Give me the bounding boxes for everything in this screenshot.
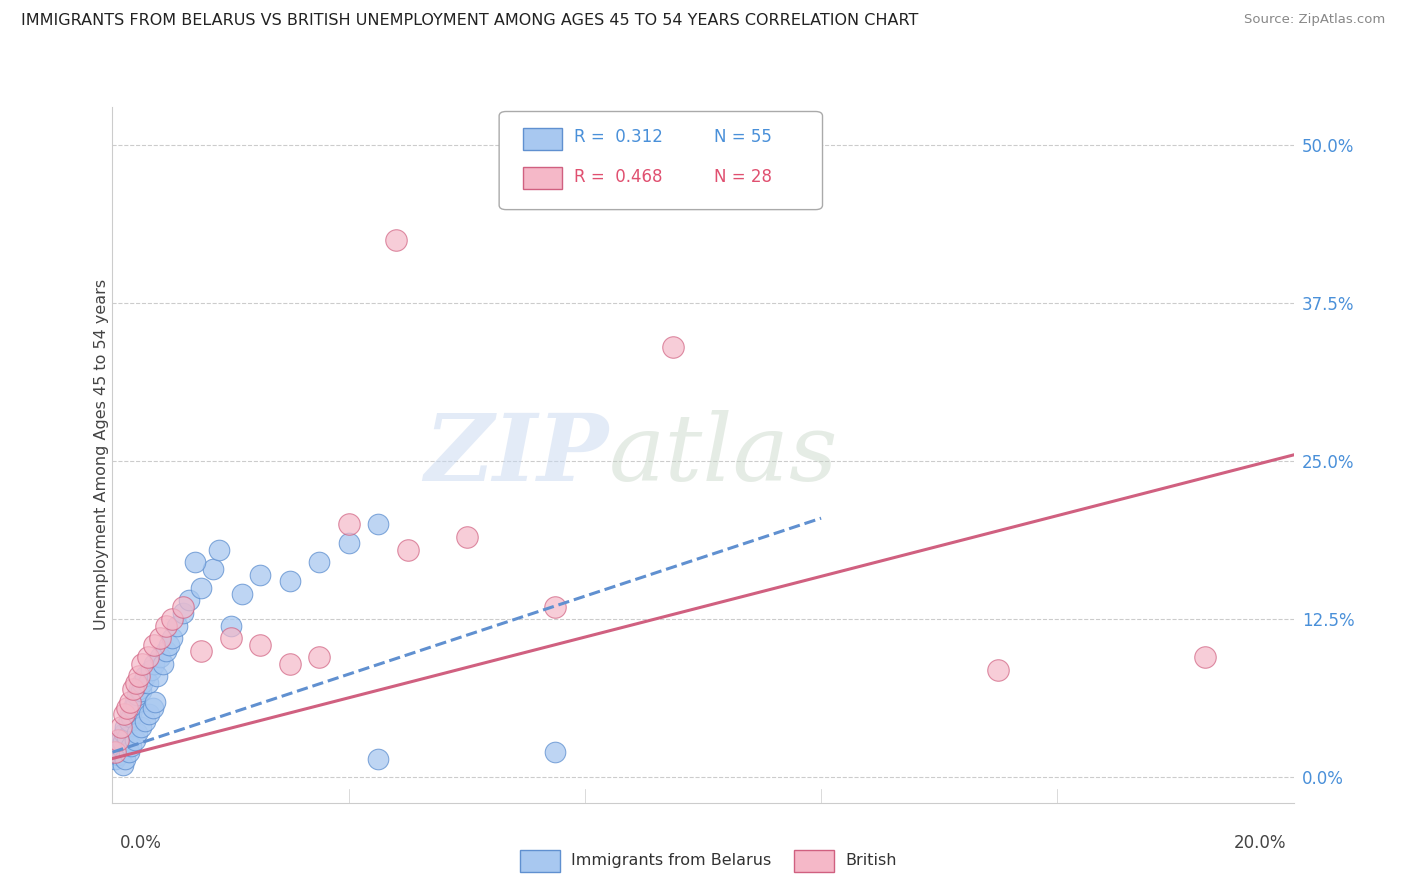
Point <box>367 751 389 765</box>
Text: atlas: atlas <box>609 410 838 500</box>
Point <box>149 632 172 646</box>
Text: British: British <box>845 854 897 868</box>
Point <box>125 675 148 690</box>
Text: 0.0%: 0.0% <box>120 834 162 852</box>
Point <box>160 632 183 646</box>
Point <box>219 618 242 632</box>
Point <box>139 663 162 677</box>
Point <box>118 714 141 728</box>
Text: R =  0.468: R = 0.468 <box>574 168 662 186</box>
Point <box>987 663 1010 677</box>
Point <box>128 681 150 696</box>
Point <box>308 556 330 570</box>
Point <box>308 650 330 665</box>
Point <box>112 726 135 740</box>
Point <box>155 644 177 658</box>
Point <box>456 530 478 544</box>
Point <box>125 697 148 711</box>
Point <box>127 726 149 740</box>
Point <box>142 701 165 715</box>
Point <box>131 657 153 671</box>
Point <box>544 599 567 614</box>
Point <box>367 517 389 532</box>
Point <box>249 638 271 652</box>
Point <box>396 542 419 557</box>
Point <box>157 638 180 652</box>
Point <box>134 714 156 728</box>
Point <box>114 751 136 765</box>
Point <box>160 612 183 626</box>
Point <box>184 556 207 570</box>
Point <box>166 618 188 632</box>
Point <box>201 562 224 576</box>
Point <box>544 745 567 759</box>
Text: Source: ZipAtlas.com: Source: ZipAtlas.com <box>1244 13 1385 27</box>
Point <box>112 735 135 749</box>
Point <box>134 669 156 683</box>
Point <box>122 701 145 715</box>
Point <box>107 732 129 747</box>
Point <box>219 632 242 646</box>
Point <box>118 745 141 759</box>
Point <box>124 695 146 709</box>
Point <box>146 669 169 683</box>
Text: Immigrants from Belarus: Immigrants from Belarus <box>571 854 770 868</box>
Point <box>117 730 138 744</box>
Point <box>149 650 172 665</box>
Text: 20.0%: 20.0% <box>1234 834 1286 852</box>
Point <box>190 644 212 658</box>
Point <box>172 606 194 620</box>
Point <box>108 739 131 753</box>
Point <box>136 675 159 690</box>
Point <box>105 745 128 759</box>
Point <box>104 745 127 759</box>
Point <box>112 707 135 722</box>
Point <box>278 657 301 671</box>
Point <box>138 707 160 722</box>
Point <box>1194 650 1216 665</box>
Y-axis label: Unemployment Among Ages 45 to 54 years: Unemployment Among Ages 45 to 54 years <box>94 279 108 631</box>
Point <box>120 707 142 722</box>
Point <box>142 638 165 652</box>
Point <box>337 517 360 532</box>
Point <box>104 751 127 765</box>
Point <box>107 747 129 762</box>
Point <box>179 593 201 607</box>
Point <box>152 657 174 671</box>
Point <box>120 695 142 709</box>
Point <box>131 675 153 690</box>
Point <box>110 720 132 734</box>
Point <box>172 599 194 614</box>
Point <box>337 536 360 550</box>
Point <box>208 542 231 557</box>
Text: ZIP: ZIP <box>425 410 609 500</box>
Point <box>385 233 408 247</box>
Point <box>142 657 165 671</box>
Point <box>231 587 253 601</box>
Text: N = 28: N = 28 <box>714 168 772 186</box>
Point <box>136 650 159 665</box>
Text: R =  0.312: R = 0.312 <box>574 128 662 146</box>
Point <box>112 757 135 772</box>
Point <box>129 720 152 734</box>
Point <box>143 695 166 709</box>
Point <box>249 568 271 582</box>
Text: IMMIGRANTS FROM BELARUS VS BRITISH UNEMPLOYMENT AMONG AGES 45 TO 54 YEARS CORREL: IMMIGRANTS FROM BELARUS VS BRITISH UNEMP… <box>21 13 918 29</box>
Point <box>129 684 152 698</box>
Text: N = 55: N = 55 <box>714 128 772 146</box>
Point <box>122 681 145 696</box>
Point <box>127 688 149 702</box>
Point <box>114 720 136 734</box>
Point <box>110 732 132 747</box>
Point <box>278 574 301 589</box>
Point <box>120 710 142 724</box>
Point <box>155 618 177 632</box>
Point <box>124 732 146 747</box>
Point <box>128 669 150 683</box>
Point <box>190 581 212 595</box>
Point <box>662 340 685 354</box>
Point <box>117 701 138 715</box>
Point <box>120 739 142 753</box>
